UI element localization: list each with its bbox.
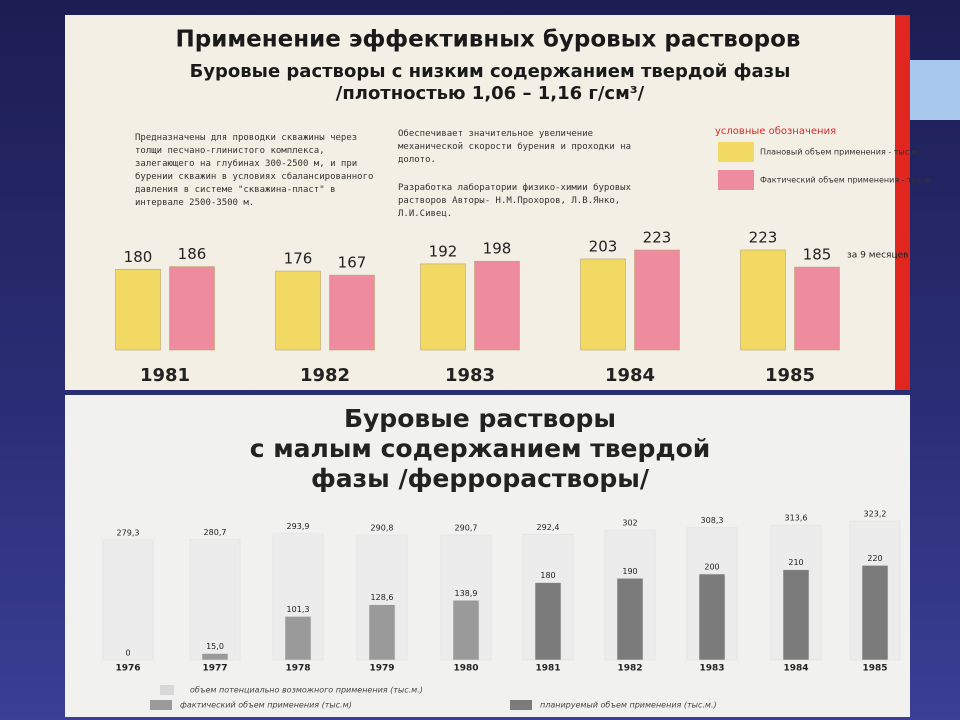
legend-label: Фактический объем применения - тыс.м [760,176,931,185]
x-tick-label: 1979 [369,664,394,674]
bar [861,565,889,661]
bar [368,604,396,661]
bar [169,266,215,351]
legend-label: фактический объем применения (тыс.м) [180,701,352,710]
value-label: 185 [803,246,832,264]
value-label: 192 [429,242,458,260]
bar [201,653,229,661]
value-label: 180 [540,571,555,580]
value-label: 176 [284,250,313,268]
bar [275,270,321,351]
x-tick-label: 1985 [765,365,815,386]
annotation: за 9 месяцев [847,251,908,261]
bar [740,249,786,351]
value-label: 203 [589,237,618,255]
bar [794,266,840,351]
bar [534,582,562,661]
x-tick-label: 1983 [445,365,495,386]
note: Разработка лаборатории физико-химии буро… [398,183,631,219]
bar [616,577,644,661]
x-tick-label: 1976 [115,664,140,674]
legend-label: объем потенциально возможного применения… [190,686,423,695]
chart-title: Буровые растворы с малым содержанием твер… [250,404,711,493]
legend-label: планируемый объем применения (тыс.м.) [540,701,717,710]
x-tick-label: 1981 [535,664,560,674]
x-tick-label: 1980 [453,664,478,674]
value-label: 290,7 [455,523,478,532]
bar [102,539,154,661]
value-label: 138,9 [455,589,478,598]
bar [782,569,810,661]
value-label: 190 [622,567,637,576]
value-label: 290,8 [371,523,394,532]
bar [474,260,520,351]
value-label: 0 [125,649,130,658]
x-tick-label: 1984 [783,664,808,674]
bar [420,263,466,351]
legend-swatch [150,700,172,710]
value-label: 220 [867,554,882,563]
x-tick-label: 1978 [285,664,310,674]
legend-label: Плановый объем применения - тыс.м [760,148,918,157]
value-label: 280,7 [204,528,227,537]
accent [910,60,960,120]
value-label: 223 [749,229,778,247]
value-label: 292,4 [537,523,560,532]
x-tick-label: 1983 [699,664,724,674]
chart-subtitle: Буровые растворы с низким содержанием тв… [190,61,791,104]
legend-swatch [160,685,174,695]
legend-swatch [718,142,754,162]
note: Предназначены для проводки скважины чере… [135,133,374,208]
x-tick-label: 1977 [202,664,227,674]
bar [329,274,375,351]
value-label: 167 [338,254,367,272]
x-tick-label: 1984 [605,365,655,386]
value-label: 223 [643,229,672,247]
bar [189,538,241,661]
chart-title: Применение эффективных буровых растворов [176,27,801,53]
photo-edge [895,15,910,390]
value-label: 302 [622,519,637,528]
x-tick-label: 1982 [300,365,350,386]
value-label: 293,9 [287,522,310,531]
bar [452,599,480,661]
value-label: 279,3 [117,528,140,537]
bar [580,258,626,351]
legend-title: условные обозначения [715,126,836,137]
x-tick-label: 1985 [862,664,887,674]
value-label: 128,6 [371,593,394,602]
x-tick-label: 1982 [617,664,642,674]
legend-swatch [718,170,754,190]
value-label: 210 [788,558,803,567]
note: Обеспечивает значительное увеличение мех… [398,129,631,165]
bar [284,616,312,661]
bar [115,268,161,351]
bar [634,249,680,351]
bar [698,573,726,661]
x-tick-label: 1981 [140,365,190,386]
value-label: 180 [124,248,153,266]
value-label: 15,0 [206,642,224,651]
value-label: 186 [178,245,207,263]
value-label: 101,3 [287,605,310,614]
value-label: 198 [483,240,512,258]
value-label: 323,2 [864,510,887,519]
value-label: 200 [704,563,719,572]
value-label: 308,3 [701,516,724,525]
value-label: 313,6 [785,514,808,523]
legend-swatch [510,700,532,710]
